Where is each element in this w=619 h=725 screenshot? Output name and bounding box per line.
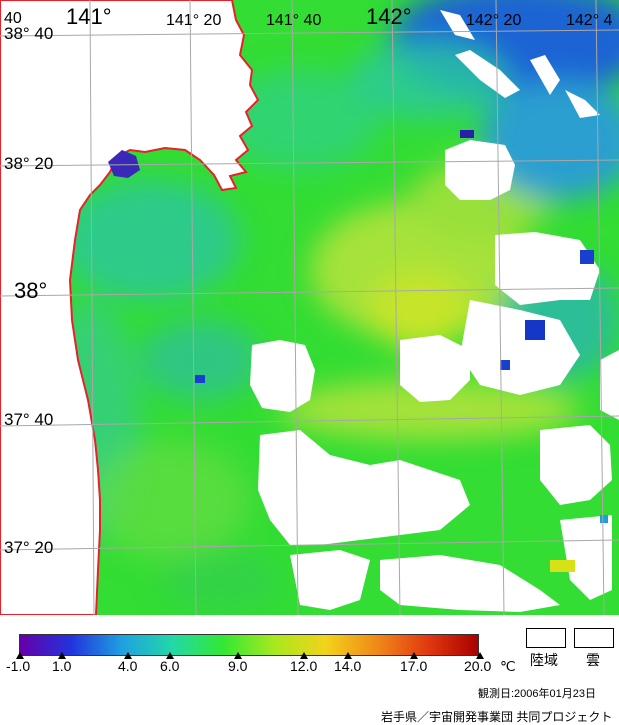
sea-surface-temperature-map bbox=[0, 0, 619, 615]
lon-label-142-20: 142° 20 bbox=[466, 12, 522, 29]
lon-label-partial: 40 bbox=[4, 10, 22, 27]
tick-label: 14.0 bbox=[334, 658, 362, 674]
cloud-swatch bbox=[574, 628, 614, 648]
credit-text: 岩手県／宇宙開発事業団 共同プロジェクト bbox=[381, 710, 613, 724]
lat-label-38-20: 38° 20 bbox=[4, 154, 54, 173]
tick-label: 12.0 bbox=[290, 658, 318, 674]
tick-label: 9.0 bbox=[228, 658, 248, 674]
observation-date: 観測日:2006年01月23日 bbox=[478, 688, 596, 700]
tick-mark bbox=[476, 652, 484, 659]
temperature-colorbar bbox=[19, 634, 479, 656]
cloud-label: 雲 bbox=[586, 652, 600, 668]
tick-label: 6.0 bbox=[160, 658, 180, 674]
tick-mark bbox=[58, 652, 66, 659]
tick-mark bbox=[124, 652, 132, 659]
lat-label-37-20: 37° 20 bbox=[4, 538, 54, 557]
land-swatch bbox=[526, 628, 566, 648]
unit-label: ℃ bbox=[500, 658, 516, 674]
tick-label: 17.0 bbox=[400, 658, 428, 674]
tick-label: 20.0 bbox=[464, 658, 492, 674]
lat-label-38-40: 38° 40 bbox=[4, 24, 54, 43]
bay-area bbox=[108, 150, 140, 178]
lon-label-141: 141° bbox=[66, 4, 112, 29]
small-features bbox=[195, 130, 608, 572]
cloud-areas bbox=[250, 10, 619, 612]
lon-label-141-40: 141° 40 bbox=[266, 12, 322, 29]
tick-mark bbox=[410, 652, 418, 659]
tick-mark bbox=[300, 652, 308, 659]
tick-mark bbox=[234, 652, 242, 659]
lon-label-142: 142° bbox=[366, 4, 412, 29]
tick-label: 4.0 bbox=[118, 658, 138, 674]
tick-mark bbox=[16, 652, 24, 659]
lon-label-141-20: 141° 20 bbox=[166, 12, 222, 29]
tick-label: -1.0 bbox=[6, 658, 31, 674]
lon-label-142-40: 142° 4 bbox=[566, 12, 613, 29]
graticule bbox=[0, 0, 619, 615]
lat-label-37-40: 37° 40 bbox=[4, 410, 54, 429]
lat-label-38: 38° bbox=[14, 278, 48, 303]
tick-mark bbox=[344, 652, 352, 659]
land-label: 陸域 bbox=[530, 652, 558, 668]
tick-mark bbox=[166, 652, 174, 659]
legend bbox=[0, 615, 619, 725]
tick-label: 1.0 bbox=[52, 658, 72, 674]
land-area bbox=[0, 0, 260, 615]
